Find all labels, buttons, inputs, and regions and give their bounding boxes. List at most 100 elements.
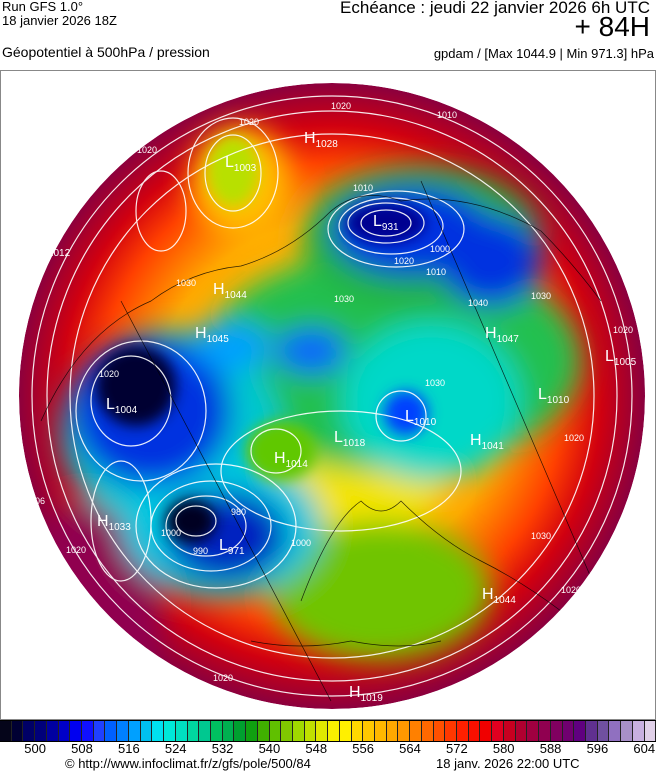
forecast-time: Echéance : jeudi 22 janvier 2026 6h UTC: [340, 0, 650, 17]
lead-time: + 84H: [574, 11, 651, 42]
color-swatch: [82, 721, 94, 741]
color-swatch: [70, 721, 83, 741]
color-swatch: [58, 721, 71, 741]
contour-label: 980: [231, 507, 246, 517]
contour-label: 1020: [394, 256, 414, 266]
color-scale-tick: 548: [305, 741, 328, 756]
pressure-center: H1047: [485, 325, 519, 345]
contour-label: 1030: [425, 378, 445, 388]
color-scale-tick: 532: [211, 741, 234, 756]
color-swatch: [539, 721, 551, 741]
pressure-center: H1028: [304, 130, 338, 150]
pressure-center: L1004: [106, 396, 138, 416]
color-swatch: [11, 721, 24, 741]
color-swatch: [386, 721, 399, 741]
color-swatch: [23, 721, 36, 741]
generated-timestamp: 18 janv. 2026 22:00 UTC: [436, 756, 580, 771]
contour-label: 1020: [66, 545, 86, 555]
color-swatch: [46, 721, 59, 741]
pressure-center: H1019: [349, 684, 383, 704]
isobar-contours: [31, 95, 633, 697]
color-swatch: [492, 721, 504, 741]
contour-label: 1020: [213, 673, 233, 683]
color-swatch: [609, 721, 622, 741]
color-swatch: [292, 721, 305, 741]
contour-label: 1010: [437, 110, 457, 120]
pressure-center: L931: [373, 213, 399, 233]
color-swatch: [632, 721, 645, 741]
color-swatch: [164, 721, 176, 741]
color-swatch: [175, 721, 188, 741]
contour-label: 1020: [331, 101, 351, 111]
color-scale-tick: 596: [586, 741, 609, 756]
geopotential-field: [19, 83, 645, 709]
contour-label: 1020: [239, 117, 259, 127]
color-swatch: [117, 721, 129, 741]
units-range: gpdam / [Max 1044.9 | Min 971.3] hPa: [433, 46, 654, 61]
color-scale-tick: 588: [539, 741, 562, 756]
color-swatch: [527, 721, 540, 741]
color-swatch: [339, 721, 352, 741]
color-swatch: [410, 721, 422, 741]
pressure-center: L1018: [334, 429, 366, 449]
contour-label: 1020: [613, 325, 633, 335]
color-swatch: [187, 721, 200, 741]
color-swatch: [234, 721, 247, 741]
color-scale-tick: 572: [445, 741, 468, 756]
color-swatch: [503, 721, 516, 741]
color-scale-tick: 564: [399, 741, 421, 756]
contour-label: 1020: [99, 369, 119, 379]
color-swatch: [550, 721, 563, 741]
contour-label: 1006: [25, 496, 45, 506]
pressure-centers: H1028 L1003 L1012 L931 H1044 H1045 H1047…: [39, 130, 637, 704]
color-swatch: [398, 721, 411, 741]
contour-label: 1040: [468, 298, 488, 308]
color-swatch: [468, 721, 481, 741]
color-scale-tick: 580: [492, 741, 515, 756]
contour-label: 1010: [353, 183, 373, 193]
contour-labels: 1020 1010 1020 1020 1030 1010 1000 1020 …: [25, 101, 633, 683]
run-label: Run GFS 1.0°: [2, 0, 84, 14]
color-swatch: [316, 721, 329, 741]
pressure-center: H1014: [274, 450, 308, 470]
pressure-center: L971: [219, 537, 245, 557]
color-swatch: [152, 721, 165, 741]
contour-label: 1030: [334, 294, 354, 304]
pressure-center: L1010: [538, 386, 570, 406]
color-swatch: [433, 721, 446, 741]
contour-label: 1000: [291, 538, 311, 548]
contour-label: 1020: [564, 433, 584, 443]
color-swatch: [457, 721, 469, 741]
contour-label: 1030: [531, 531, 551, 541]
color-swatch: [281, 721, 293, 741]
color-swatch: [199, 721, 211, 741]
parameter-title: Géopotentiel à 500hPa / pression: [2, 44, 210, 60]
contour-label: 990: [193, 546, 208, 556]
source-url: © http://www.infoclimat.fr/z/gfs/pole/50…: [65, 756, 311, 771]
pressure-center: L1012: [39, 239, 71, 259]
color-swatch: [585, 721, 598, 741]
pressure-center: L1010: [405, 408, 437, 428]
color-swatch: [375, 721, 387, 741]
color-swatch: [246, 721, 258, 741]
pressure-center: H1041: [470, 432, 504, 452]
color-swatch: [105, 721, 118, 741]
pressure-center: L1003: [225, 154, 257, 174]
color-swatch: [597, 721, 610, 741]
color-swatch: [140, 721, 153, 741]
color-swatch: [351, 721, 364, 741]
color-swatch: [644, 721, 656, 741]
color-swatch: [35, 721, 47, 741]
color-scale-tick: 508: [71, 741, 93, 756]
color-swatch: [257, 721, 270, 741]
color-scale-tick: 524: [164, 741, 187, 756]
color-swatch: [269, 721, 282, 741]
color-swatch: [304, 721, 317, 741]
pressure-center: H1045: [195, 325, 229, 345]
polar-map: H1028 L1003 L1012 L931 H1044 H1045 H1047…: [19, 83, 645, 709]
color-swatch: [515, 721, 528, 741]
color-swatch: [210, 721, 223, 741]
contour-label: 1020: [137, 145, 157, 155]
color-scale-tick: 516: [117, 741, 140, 756]
pressure-center: H1044: [482, 586, 516, 606]
